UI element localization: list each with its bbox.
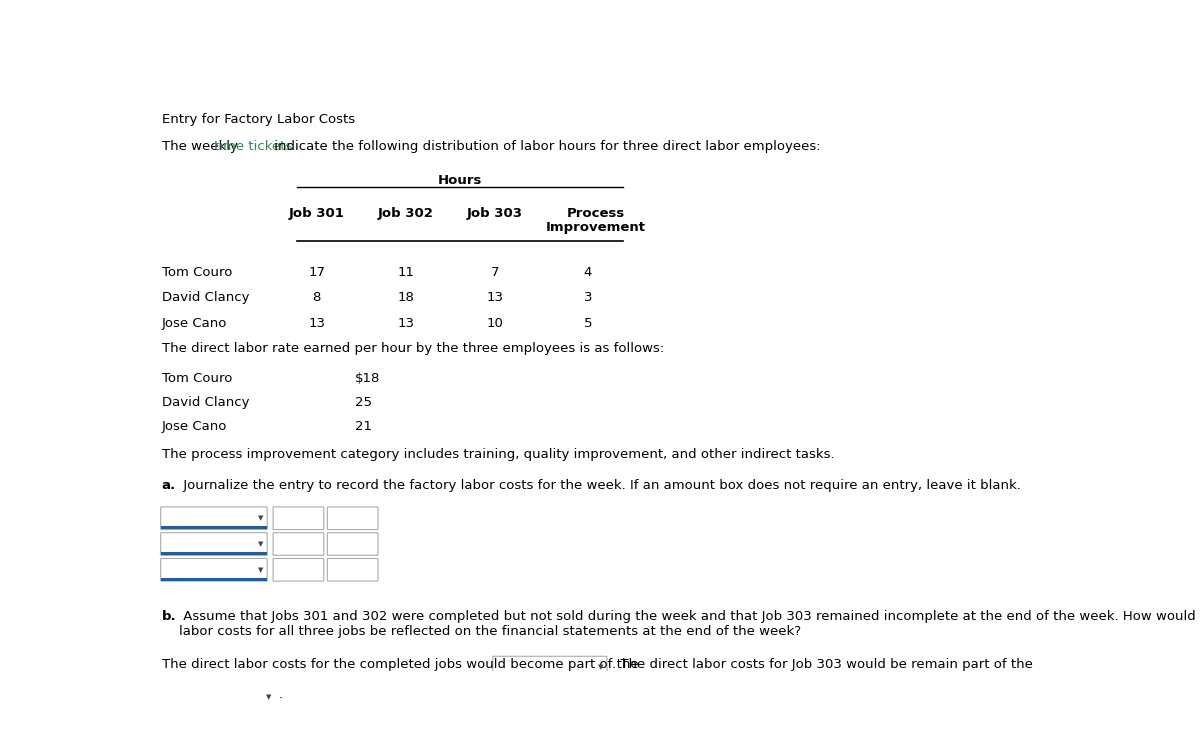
Text: 7: 7	[491, 266, 499, 279]
FancyBboxPatch shape	[161, 532, 268, 556]
FancyBboxPatch shape	[161, 507, 268, 529]
Text: 13: 13	[486, 292, 503, 305]
FancyBboxPatch shape	[274, 532, 324, 556]
FancyBboxPatch shape	[161, 559, 268, 581]
Text: ▼: ▼	[258, 515, 264, 521]
FancyBboxPatch shape	[328, 532, 378, 556]
FancyBboxPatch shape	[328, 507, 378, 529]
Text: David Clancy: David Clancy	[162, 396, 250, 409]
Text: Jose Cano: Jose Cano	[162, 420, 227, 433]
Text: 18: 18	[397, 292, 414, 305]
Text: a.: a.	[162, 479, 175, 492]
Text: Journalize the entry to record the factory labor costs for the week. If an amoun: Journalize the entry to record the facto…	[180, 479, 1021, 492]
Text: Process: Process	[566, 207, 625, 219]
Text: indicate the following distribution of labor hours for three direct labor employ: indicate the following distribution of l…	[270, 139, 821, 153]
Text: 5: 5	[583, 317, 592, 329]
Text: ▼: ▼	[258, 567, 264, 573]
Text: 25: 25	[355, 396, 372, 409]
Text: 13: 13	[397, 317, 414, 329]
Text: time tickets: time tickets	[214, 139, 292, 153]
Text: The direct labor costs for the completed jobs would become part of the: The direct labor costs for the completed…	[162, 658, 638, 671]
Text: ▼: ▼	[266, 694, 271, 700]
FancyBboxPatch shape	[161, 685, 275, 708]
Text: 4: 4	[583, 266, 592, 279]
Text: ▼: ▼	[598, 664, 604, 670]
Text: Assume that Jobs 301 and 302 were completed but not sold during the week and tha: Assume that Jobs 301 and 302 were comple…	[180, 610, 1200, 638]
Text: Tom Couro: Tom Couro	[162, 372, 232, 385]
FancyBboxPatch shape	[274, 559, 324, 581]
Text: Jose Cano: Jose Cano	[162, 317, 227, 329]
Text: 3: 3	[583, 292, 592, 305]
Text: $18: $18	[355, 372, 380, 385]
Text: 11: 11	[397, 266, 414, 279]
Text: b.: b.	[162, 610, 176, 623]
Text: Tom Couro: Tom Couro	[162, 266, 232, 279]
Text: 10: 10	[486, 317, 503, 329]
Text: ▼: ▼	[258, 541, 264, 547]
Text: 13: 13	[308, 317, 325, 329]
Text: Job 303: Job 303	[467, 207, 523, 219]
Text: Hours: Hours	[438, 174, 482, 188]
Text: David Clancy: David Clancy	[162, 292, 250, 305]
FancyBboxPatch shape	[274, 507, 324, 529]
FancyBboxPatch shape	[328, 559, 378, 581]
FancyBboxPatch shape	[493, 656, 607, 679]
Text: Job 302: Job 302	[378, 207, 433, 219]
Text: Improvement: Improvement	[546, 222, 646, 234]
Text: The weekly: The weekly	[162, 139, 241, 153]
Text: 17: 17	[308, 266, 325, 279]
Text: .: .	[278, 688, 283, 700]
Text: The process improvement category includes training, quality improvement, and oth: The process improvement category include…	[162, 448, 834, 461]
Text: Entry for Factory Labor Costs: Entry for Factory Labor Costs	[162, 113, 355, 126]
Text: The direct labor rate earned per hour by the three employees is as follows:: The direct labor rate earned per hour by…	[162, 342, 664, 355]
Text: Job 301: Job 301	[289, 207, 344, 219]
Text: . The direct labor costs for Job 303 would be remain part of the: . The direct labor costs for Job 303 wou…	[612, 658, 1032, 671]
Text: 8: 8	[312, 292, 320, 305]
Text: 21: 21	[355, 420, 372, 433]
